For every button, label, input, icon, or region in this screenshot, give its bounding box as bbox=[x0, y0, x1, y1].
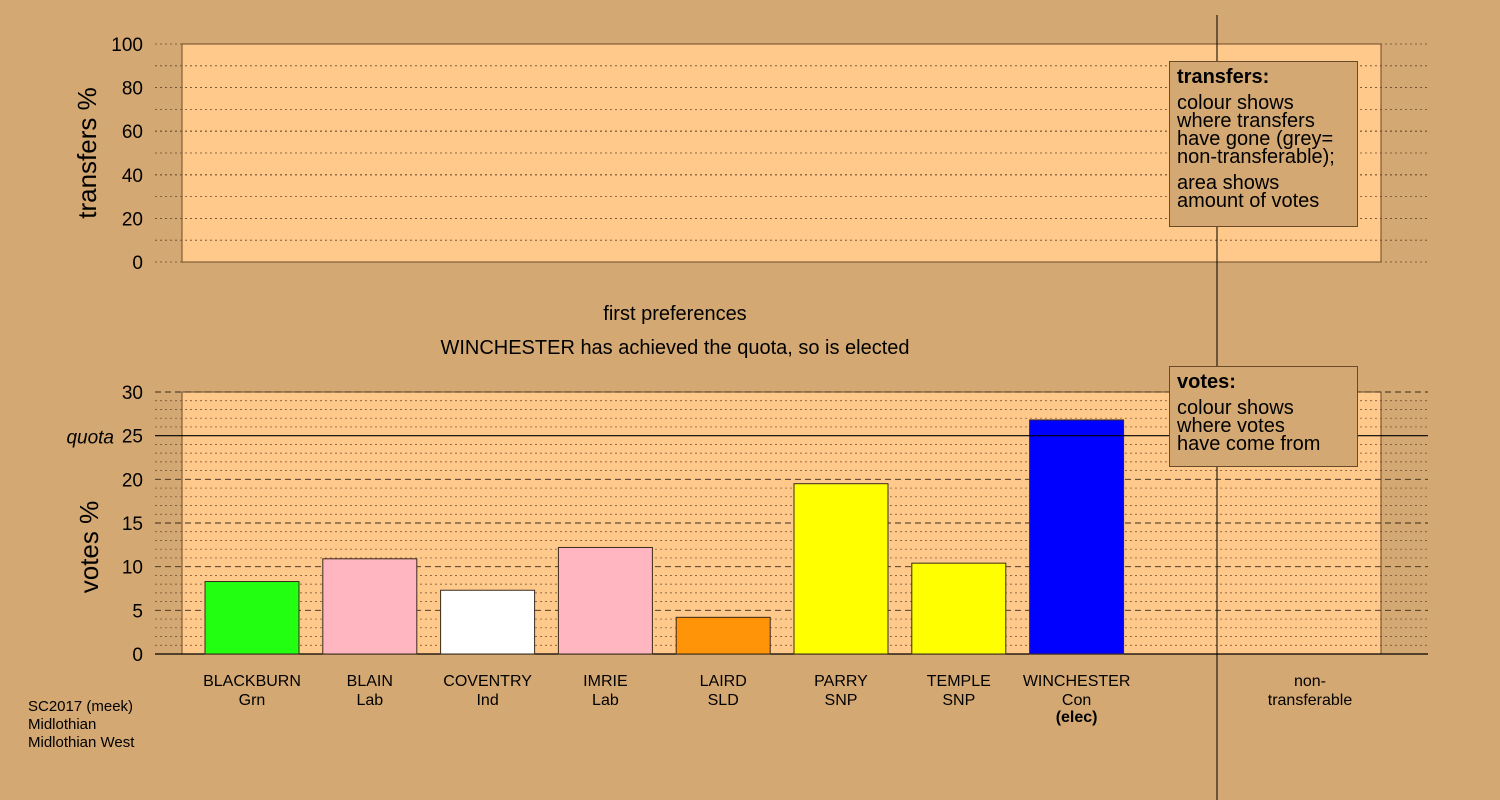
transfers-legend-title: transfers: bbox=[1177, 66, 1270, 88]
category-label: COVENTRY bbox=[443, 673, 532, 690]
chart-subtitle: WINCHESTER has achieved the quota, so is… bbox=[440, 337, 909, 359]
y-axis-title: transfers % bbox=[72, 87, 102, 219]
party-label: Grn bbox=[239, 692, 266, 709]
party-label: SLD bbox=[708, 692, 739, 709]
votes-legend-text: colour shows where votes have come from bbox=[1177, 397, 1350, 455]
votes-legend-title: votes: bbox=[1177, 371, 1236, 393]
y-tick-label: 60 bbox=[122, 122, 143, 143]
y-tick-label: 40 bbox=[122, 166, 143, 187]
chart-title: first preferences bbox=[603, 303, 746, 325]
footer-line-constituency: Midlothian West bbox=[28, 734, 135, 751]
y-tick-label: 20 bbox=[122, 470, 143, 491]
legend-line: area shows bbox=[1177, 172, 1280, 194]
party-label: SNP bbox=[825, 692, 858, 709]
y-tick-label: 5 bbox=[132, 601, 143, 622]
party-label: SNP bbox=[942, 692, 975, 709]
category-label: IMRIE bbox=[583, 673, 627, 690]
legend-line: colour shows bbox=[1177, 92, 1294, 114]
bar-temple bbox=[911, 562, 1007, 655]
y-tick-label: 20 bbox=[122, 209, 143, 230]
quota-label: quota bbox=[66, 428, 114, 449]
category-label: PARRY bbox=[814, 673, 868, 690]
y-tick-label: 30 bbox=[122, 383, 143, 404]
votes-legend: votes: colour shows where votes have com… bbox=[1169, 366, 1358, 467]
legend-line: have come from bbox=[1177, 433, 1321, 455]
party-label: Ind bbox=[476, 692, 498, 709]
legend-line: have gone (grey= bbox=[1177, 128, 1334, 150]
transfers-legend: transfers: colour shows where transfers … bbox=[1169, 61, 1358, 227]
category-label: BLAIN bbox=[347, 673, 393, 690]
category-label: BLACKBURN bbox=[203, 673, 301, 690]
category-label: WINCHESTER bbox=[1023, 673, 1131, 690]
transfers-legend-text-1: colour shows where transfers have gone (… bbox=[1177, 92, 1350, 168]
bar-winchester bbox=[1029, 419, 1125, 655]
bar-imrie bbox=[557, 546, 653, 655]
y-tick-label: 0 bbox=[132, 253, 143, 274]
legend-line: non-transferable); bbox=[1177, 146, 1335, 168]
non-transferable-label: non- bbox=[1294, 673, 1326, 690]
source-footer: SC2017 (meek) Midlothian Midlothian West bbox=[28, 698, 134, 752]
legend-line: colour shows bbox=[1177, 397, 1294, 419]
bar-parry bbox=[793, 483, 889, 655]
non-transferable-label: transferable bbox=[1268, 692, 1353, 709]
votes-panel: 0 5 10 15 20 25 30 BLACKBURN Grn BLAIN Lab COVENTRY… bbox=[66, 383, 1428, 726]
bar-blackburn bbox=[204, 581, 300, 655]
footer-line-region: Midlothian bbox=[28, 716, 97, 733]
bar-laird bbox=[675, 616, 771, 655]
category-label: LAIRD bbox=[700, 673, 747, 690]
y-tick-label: 80 bbox=[122, 79, 143, 100]
y-tick-label: 15 bbox=[122, 514, 143, 535]
y-tick-label: 25 bbox=[122, 427, 143, 448]
party-label: Con bbox=[1062, 692, 1091, 709]
bar-blain bbox=[322, 558, 418, 655]
y-tick-label: 0 bbox=[132, 645, 143, 666]
bar-coventry bbox=[440, 589, 536, 655]
category-label: TEMPLE bbox=[927, 673, 991, 690]
elected-note: (elec) bbox=[1056, 709, 1098, 726]
legend-line: where votes bbox=[1177, 415, 1285, 437]
legend-line: where transfers bbox=[1177, 110, 1315, 132]
y-tick-label: 10 bbox=[122, 558, 143, 579]
party-label: Lab bbox=[356, 692, 383, 709]
transfers-legend-text-2: area shows amount of votes bbox=[1177, 172, 1350, 212]
legend-line: amount of votes bbox=[1177, 190, 1320, 212]
footer-line-election: SC2017 (meek) bbox=[28, 698, 134, 715]
party-label: Lab bbox=[592, 692, 619, 709]
y-tick-label: 100 bbox=[111, 35, 143, 56]
y-axis-title: votes % bbox=[74, 501, 104, 594]
